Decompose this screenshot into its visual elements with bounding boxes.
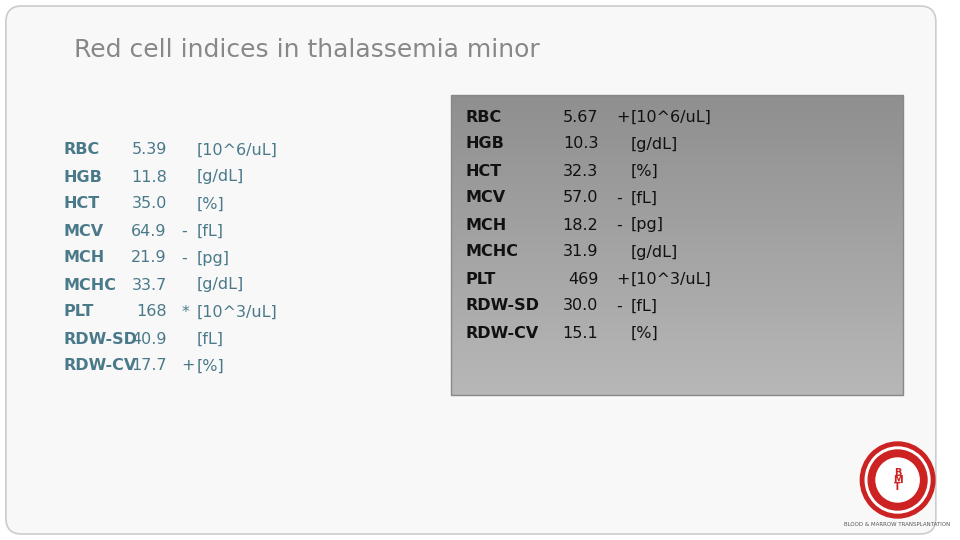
Text: 168: 168: [136, 305, 167, 320]
Text: RBC: RBC: [466, 110, 502, 125]
Text: HCT: HCT: [466, 164, 502, 179]
Text: RDW-CV: RDW-CV: [466, 326, 540, 341]
Text: MCH: MCH: [466, 218, 507, 233]
Text: T: T: [894, 482, 901, 492]
Text: [10^3/uL]: [10^3/uL]: [196, 305, 276, 320]
Text: [10^3/uL]: [10^3/uL]: [631, 272, 711, 287]
Text: 11.8: 11.8: [131, 170, 167, 185]
Text: MCHC: MCHC: [63, 278, 117, 293]
Text: [g/dL]: [g/dL]: [631, 137, 678, 152]
Text: 35.0: 35.0: [132, 197, 167, 212]
Text: 17.7: 17.7: [132, 359, 167, 374]
Text: RDW-CV: RDW-CV: [63, 359, 137, 374]
Text: MCV: MCV: [466, 191, 506, 206]
Text: [fL]: [fL]: [631, 191, 658, 206]
Text: -: -: [616, 218, 622, 233]
Text: 10.3: 10.3: [563, 137, 598, 152]
Text: 33.7: 33.7: [132, 278, 167, 293]
Text: RBC: RBC: [63, 143, 100, 158]
Text: [pg]: [pg]: [631, 218, 663, 233]
Text: [g/dL]: [g/dL]: [631, 245, 678, 260]
Text: [%]: [%]: [196, 359, 224, 374]
Text: MCH: MCH: [63, 251, 105, 266]
Text: [pg]: [pg]: [196, 251, 229, 266]
Text: B: B: [894, 468, 901, 478]
Text: [fL]: [fL]: [631, 299, 658, 314]
Text: 5.39: 5.39: [132, 143, 167, 158]
Text: [%]: [%]: [631, 326, 659, 341]
Text: 18.2: 18.2: [563, 218, 598, 233]
Text: 57.0: 57.0: [563, 191, 598, 206]
Text: [10^6/uL]: [10^6/uL]: [196, 143, 277, 158]
Text: [fL]: [fL]: [196, 332, 223, 347]
Text: RDW-SD: RDW-SD: [466, 299, 540, 314]
Text: [%]: [%]: [196, 197, 224, 212]
Text: Red cell indices in thalassemia minor: Red cell indices in thalassemia minor: [74, 38, 540, 62]
Text: -: -: [616, 191, 622, 206]
Text: RDW-SD: RDW-SD: [63, 332, 138, 347]
Text: [g/dL]: [g/dL]: [196, 170, 244, 185]
Text: +: +: [181, 359, 195, 374]
Text: -: -: [181, 224, 187, 239]
Text: BLOOD & MARROW TRANSPLANTATION: BLOOD & MARROW TRANSPLANTATION: [845, 522, 950, 527]
Text: 21.9: 21.9: [132, 251, 167, 266]
Text: [10^6/uL]: [10^6/uL]: [631, 110, 711, 125]
Text: 40.9: 40.9: [132, 332, 167, 347]
Text: MCHC: MCHC: [466, 245, 519, 260]
Text: MCV: MCV: [63, 224, 104, 239]
Text: [g/dL]: [g/dL]: [196, 278, 244, 293]
Circle shape: [865, 447, 930, 513]
Text: *: *: [181, 305, 189, 320]
Text: +: +: [616, 272, 630, 287]
Circle shape: [876, 458, 919, 502]
Text: M: M: [893, 475, 902, 485]
Circle shape: [868, 450, 927, 510]
Text: 469: 469: [568, 272, 598, 287]
Text: PLT: PLT: [63, 305, 94, 320]
Text: -: -: [181, 251, 187, 266]
Text: -: -: [616, 299, 622, 314]
Circle shape: [860, 442, 935, 518]
Text: PLT: PLT: [466, 272, 496, 287]
Text: +: +: [616, 110, 630, 125]
Text: HGB: HGB: [63, 170, 103, 185]
Text: 64.9: 64.9: [132, 224, 167, 239]
Text: HGB: HGB: [466, 137, 505, 152]
Text: HCT: HCT: [63, 197, 100, 212]
Text: 31.9: 31.9: [563, 245, 598, 260]
Text: 30.0: 30.0: [563, 299, 598, 314]
Text: [fL]: [fL]: [196, 224, 223, 239]
FancyBboxPatch shape: [6, 6, 936, 534]
Text: [%]: [%]: [631, 164, 659, 179]
Text: 32.3: 32.3: [564, 164, 598, 179]
Text: 15.1: 15.1: [563, 326, 598, 341]
Text: 5.67: 5.67: [563, 110, 598, 125]
